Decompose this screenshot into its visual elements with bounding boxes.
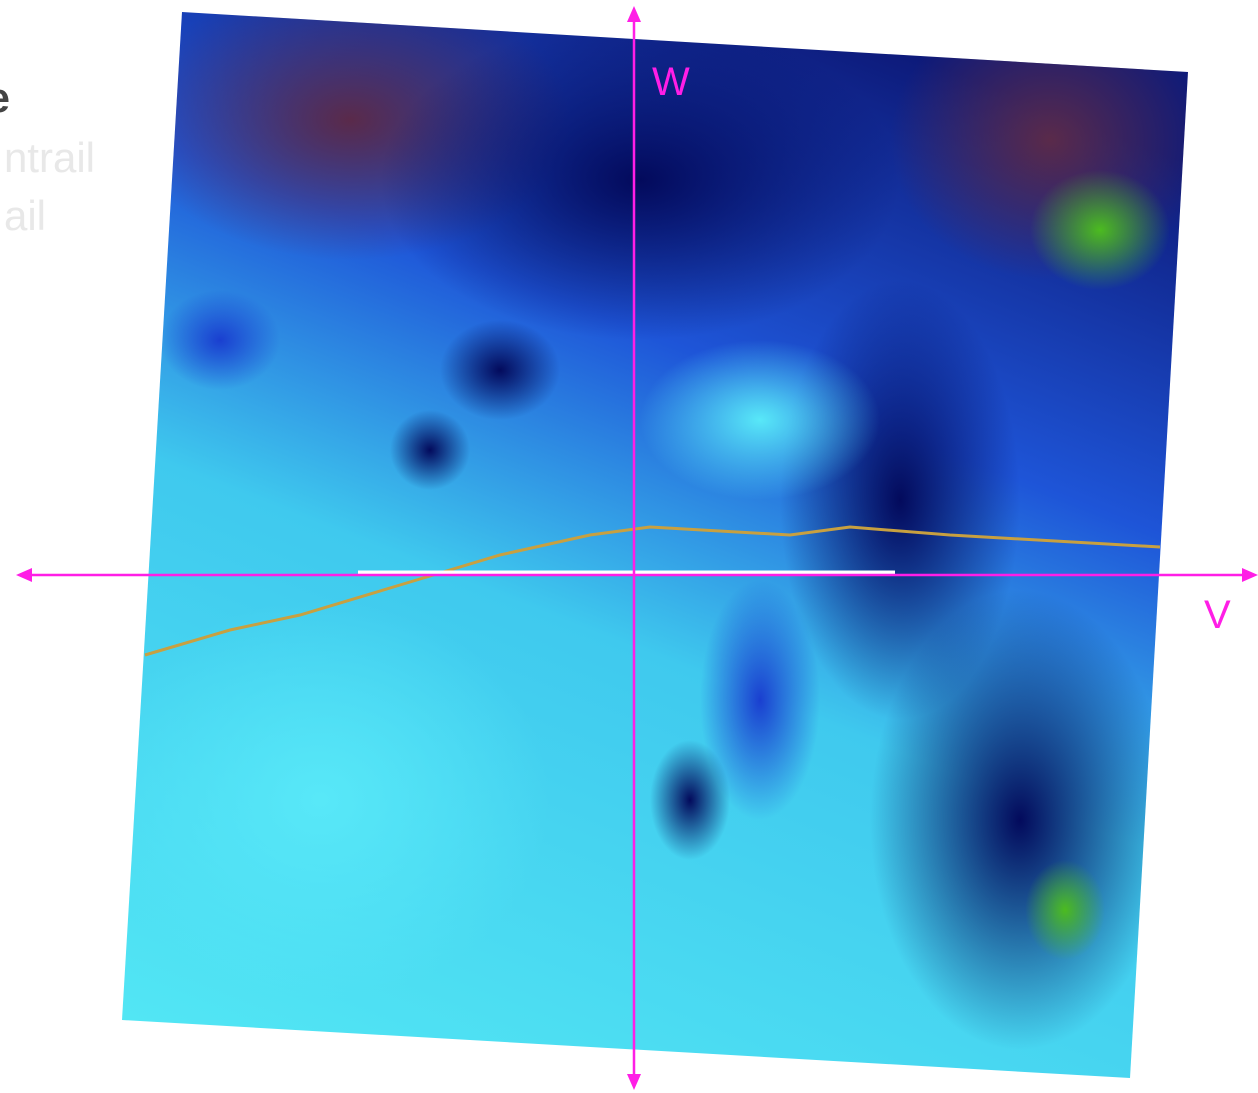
arrow [627, 1074, 641, 1090]
w-label: W [652, 60, 690, 104]
figure: W V e ntrail ail [0, 0, 1258, 1093]
side-text: e [0, 74, 10, 121]
arrow [1242, 568, 1258, 582]
page: W V e ntrail ail (() => { const data = J… [0, 0, 1258, 1093]
side-text: ntrail [4, 134, 95, 181]
arrow [16, 568, 32, 582]
arrow [627, 6, 641, 22]
v-label: V [1204, 593, 1231, 637]
satellite-image [90, 0, 1220, 1093]
side-text: ail [4, 192, 46, 239]
